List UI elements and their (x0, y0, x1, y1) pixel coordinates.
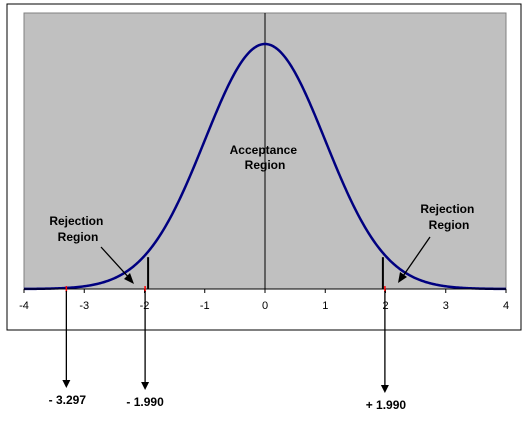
x-tick-label: 0 (262, 300, 268, 312)
critical-left-label: - 1.990 (126, 395, 164, 409)
rejection-left-arrow (100, 246, 134, 284)
x-tick-label: -3 (79, 300, 89, 312)
x-tick-label: -4 (19, 300, 29, 312)
x-tick-label: 4 (503, 300, 509, 312)
rejection-right-line2: Region (429, 218, 470, 232)
drop-arrow-head (380, 385, 389, 393)
drop-arrow-head (141, 382, 150, 390)
drop-arrow-head (62, 380, 71, 388)
normal-curve (23, 42, 507, 291)
rejection-right-line1: Rejection (420, 202, 474, 216)
acceptance-label: Acceptance Region (230, 143, 301, 172)
x-tick-label: 3 (443, 300, 449, 312)
rejection-left-label: Rejection Region (49, 214, 106, 244)
test-statistic-label: - 3.297 (49, 393, 87, 407)
acceptance-label-line1: Acceptance (230, 143, 298, 157)
critical-right-label: + 1.990 (366, 398, 407, 412)
rejection-right-arrow (398, 236, 431, 283)
drop-arrows (62, 291, 389, 393)
rejection-right-label: Rejection Region (420, 202, 477, 232)
rejection-left-line2: Region (58, 230, 99, 244)
rejection-left-line1: Rejection (49, 214, 103, 228)
x-tick-label: -1 (200, 300, 210, 312)
acceptance-label-line2: Region (245, 158, 286, 172)
x-tick-label: 1 (322, 300, 328, 312)
